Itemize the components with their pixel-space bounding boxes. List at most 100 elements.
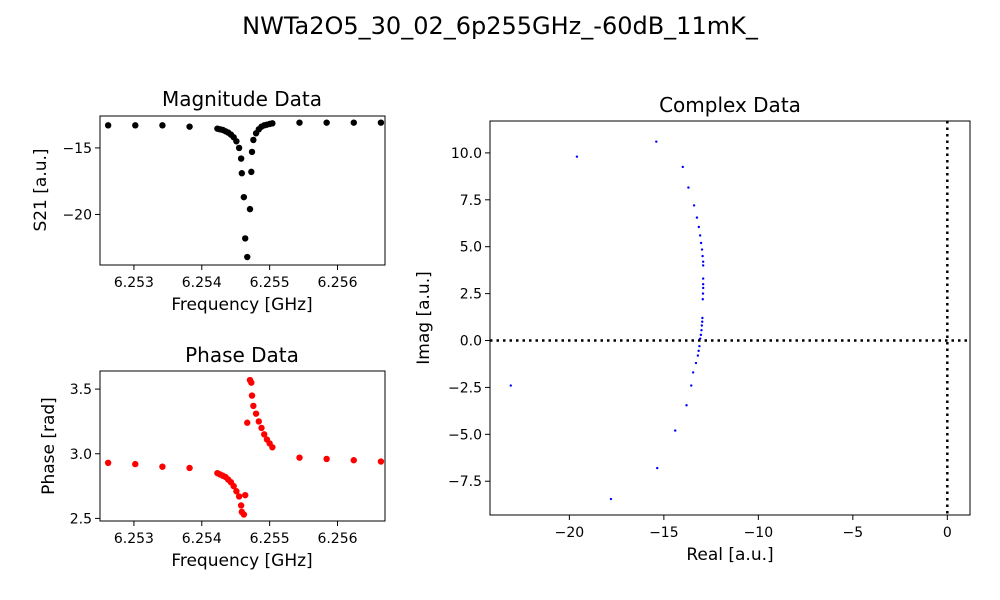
phase-y-axis-label: Phase [rad] bbox=[39, 397, 59, 495]
phase-x-tick-label: 6.256 bbox=[317, 531, 357, 547]
phase-data-point bbox=[350, 457, 357, 464]
complex-data-point bbox=[700, 324, 704, 327]
phase-data-point bbox=[235, 493, 243, 500]
magnitude-data-point bbox=[350, 119, 357, 126]
phase-x-tick-label: 6.254 bbox=[182, 531, 222, 547]
complex-y-axis-label: Imag [a.u.] bbox=[414, 271, 434, 364]
complex-y-tick-label: 5.0 bbox=[460, 240, 482, 256]
complex-data-point bbox=[701, 316, 704, 320]
complex-ticks: −20 −15 −10 −5 0 10.0 7.5 5.0 2.5 0.0 −2.5 −5.0 −7.5 bbox=[448, 146, 952, 541]
complex-y-tick-label: 7.5 bbox=[460, 193, 482, 209]
magnitude-data-point bbox=[248, 168, 255, 176]
magnitude-data-point bbox=[246, 205, 254, 213]
complex-data-point bbox=[701, 286, 705, 290]
magnitude-plot-frame bbox=[99, 115, 386, 266]
complex-data-point bbox=[692, 204, 696, 207]
complex-data-point bbox=[696, 354, 700, 357]
phase-data-point bbox=[242, 491, 249, 499]
phase-data-point bbox=[250, 402, 257, 410]
complex-data-point bbox=[656, 466, 659, 470]
magnitude-data-point bbox=[238, 170, 246, 177]
phase-data-point bbox=[248, 392, 256, 399]
magnitude-x-tick-label: 6.253 bbox=[114, 275, 154, 291]
complex-data-point bbox=[701, 320, 704, 323]
phase-title: Phase Data bbox=[185, 343, 299, 367]
complex-data-point bbox=[701, 264, 705, 267]
magnitude-data-point bbox=[159, 122, 166, 129]
complex-data-point bbox=[698, 234, 702, 237]
phase-y-tick-label: 2.5 bbox=[70, 511, 92, 527]
phase-x-axis-label: Frequency [GHz] bbox=[171, 551, 312, 571]
phase-data-point bbox=[159, 463, 166, 470]
complex-data-point bbox=[699, 333, 703, 337]
magnitude-y-tick-label: −20 bbox=[62, 207, 92, 223]
phase-data-point bbox=[104, 459, 112, 467]
magnitude-y-tick-label: −15 bbox=[62, 141, 92, 157]
complex-data-point bbox=[509, 384, 512, 387]
phase-data-point bbox=[248, 379, 255, 386]
phase-data-point bbox=[233, 488, 240, 495]
complex-data-point bbox=[700, 248, 704, 251]
complex-x-tick-label: −5 bbox=[843, 525, 864, 541]
complex-x-axis-label: Real [a.u.] bbox=[686, 545, 773, 565]
magnitude-data-point bbox=[250, 136, 257, 144]
complex-x-tick-label: −15 bbox=[649, 525, 679, 541]
complex-data-point bbox=[697, 225, 701, 229]
complex-data-point bbox=[698, 344, 701, 348]
complex-reference-lines bbox=[490, 121, 970, 515]
complex-x-tick-label: −20 bbox=[555, 525, 585, 541]
complex-data-point bbox=[655, 140, 658, 143]
magnitude-data-point bbox=[235, 144, 243, 152]
phase-data-point bbox=[258, 424, 265, 432]
phase-data-point bbox=[261, 431, 268, 438]
phase-data-point bbox=[269, 444, 276, 451]
magnitude-data-point bbox=[244, 253, 251, 261]
complex-data-point bbox=[694, 361, 698, 365]
complex-data-point bbox=[701, 277, 705, 280]
figure-title: NWTa2O5_30_02_6p255GHz_-60dB_11mK_ bbox=[242, 12, 759, 40]
phase-x-tick-label: 6.253 bbox=[114, 531, 154, 547]
complex-data-point bbox=[691, 371, 695, 374]
phase-plot-frame bbox=[99, 370, 386, 522]
complex-data-point bbox=[699, 241, 703, 245]
magnitude-data-point bbox=[240, 193, 248, 201]
phase-data-point bbox=[132, 460, 139, 468]
phase-data-point bbox=[323, 455, 330, 463]
phase-data-point bbox=[237, 502, 245, 509]
complex-data-point bbox=[695, 216, 699, 219]
complex-y-tick-label: 10.0 bbox=[451, 146, 482, 162]
magnitude-ticks: 6.253 6.254 6.255 6.256 −15 −20 bbox=[62, 141, 357, 291]
phase-y-tick-label: 3.0 bbox=[70, 447, 92, 463]
magnitude-data-point bbox=[104, 122, 112, 129]
complex-data-point bbox=[697, 349, 700, 353]
magnitude-data-point bbox=[186, 123, 193, 130]
complex-y-tick-label: −7.5 bbox=[448, 474, 482, 490]
magnitude-data-point bbox=[233, 138, 240, 145]
magnitude-data-point bbox=[269, 120, 276, 127]
magnitude-data-point bbox=[248, 148, 256, 156]
complex-data-point bbox=[687, 186, 690, 189]
complex-data-point bbox=[575, 155, 579, 158]
phase-data-point bbox=[252, 410, 260, 417]
complex-y-tick-label: 2.5 bbox=[460, 287, 482, 303]
complex-data-point bbox=[700, 328, 703, 332]
complex-data-point bbox=[701, 292, 705, 295]
phase-data-point bbox=[240, 511, 248, 518]
magnitude-data-point bbox=[296, 119, 303, 126]
complex-data-point bbox=[698, 337, 702, 340]
magnitude-marks bbox=[104, 119, 385, 261]
phase-y-tick-label: 3.5 bbox=[70, 382, 92, 398]
complex-y-tick-label: −2.5 bbox=[448, 380, 482, 396]
phase-data-point bbox=[255, 418, 262, 425]
phase-data-point bbox=[230, 482, 237, 490]
complex-data-point bbox=[701, 283, 705, 286]
complex-data-point bbox=[701, 298, 704, 301]
complex-x-tick-label: 0 bbox=[943, 525, 952, 541]
magnitude-data-point bbox=[242, 235, 249, 242]
complex-plot-frame bbox=[489, 120, 971, 516]
magnitude-data-point bbox=[323, 119, 330, 126]
complex-data-point bbox=[690, 384, 693, 387]
magnitude-x-tick-label: 6.255 bbox=[250, 275, 290, 291]
complex-y-tick-label: −5.0 bbox=[448, 427, 482, 443]
